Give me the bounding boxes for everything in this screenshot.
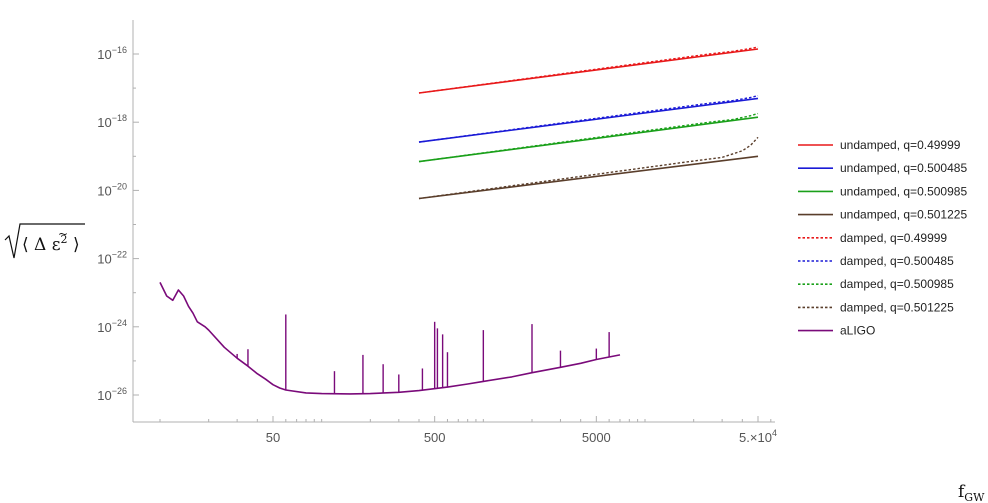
legend-item: undamped, q=0.500485: [798, 161, 967, 175]
legend-item: undamped, q=0.49999: [798, 138, 961, 152]
legend-item: damped, q=0.501225: [798, 300, 954, 314]
y-tick-label: 10−16: [97, 45, 127, 62]
y-tick-label: 10−26: [97, 386, 127, 403]
legend-item: undamped, q=0.501225: [798, 208, 967, 222]
y-tick-label-base: 10: [97, 183, 111, 198]
legend-label: damped, q=0.500485: [840, 254, 954, 268]
series-line: [418, 97, 759, 143]
legend-label: undamped, q=0.501225: [840, 208, 967, 222]
x-tick-label: 50: [266, 430, 280, 445]
y-tick-label-base: 10: [97, 320, 111, 335]
legend-label: undamped, q=0.500485: [840, 161, 967, 175]
y-tick-label-base: 10: [97, 115, 111, 130]
legend-item: undamped, q=0.500985: [798, 184, 967, 198]
tick-marks: [133, 53, 772, 422]
series-line: [418, 46, 759, 94]
x-tick-label: 500: [424, 430, 446, 445]
legend-item: damped, q=0.49999: [798, 231, 947, 245]
y-axis-title: ⟨ Δ ε2 ⟩~: [4, 223, 85, 259]
y-tick-label-exp: −24: [112, 318, 127, 328]
y-tick-label: 10−18: [97, 113, 127, 130]
legend: undamped, q=0.49999 undamped, q=0.500485 u…: [798, 138, 967, 338]
legend-item: aLIGO: [798, 324, 875, 338]
svg-text:⟨ Δ ε2 ⟩: ⟨ Δ ε2 ⟩: [22, 233, 80, 255]
series-line: [418, 116, 759, 163]
legend-label: undamped, q=0.500985: [840, 184, 967, 198]
y-tick-label-base: 10: [97, 252, 111, 267]
series-line: [418, 112, 759, 163]
legend-label: damped, q=0.500985: [840, 277, 954, 291]
x-tick-label: 5000: [582, 430, 611, 445]
y-tick-label-base: 10: [97, 47, 111, 62]
y-tick-label: 10−22: [97, 250, 127, 267]
plot-lines: [159, 46, 759, 395]
y-tick-label-exp: −16: [112, 45, 127, 55]
y-tick-label-exp: −22: [112, 250, 127, 260]
legend-item: damped, q=0.500985: [798, 277, 954, 291]
axis-titles: ⟨ Δ ε2 ⟩~ fGW: [4, 223, 985, 503]
y-tick-label: 10−24: [97, 318, 127, 335]
y-tick-label-base: 10: [97, 388, 111, 403]
svg-text:~: ~: [58, 227, 68, 241]
legend-label: damped, q=0.501225: [840, 300, 954, 314]
y-tick-label-exp: −18: [112, 113, 127, 123]
legend-label: aLIGO: [840, 324, 875, 338]
x-axis-title: fGW: [958, 482, 985, 503]
series-line: [418, 155, 759, 200]
series-line: [418, 136, 759, 200]
series-line: [418, 48, 759, 94]
legend-label: damped, q=0.49999: [840, 231, 947, 245]
y-tick-label: 10−20: [97, 181, 127, 198]
series-line: [159, 282, 621, 395]
legend-item: damped, q=0.500485: [798, 254, 954, 268]
x-tick-label: 5.×104: [739, 428, 777, 445]
y-tick-label-exp: −20: [112, 181, 127, 191]
y-tick-label-exp: −26: [112, 386, 127, 396]
legend-label: undamped, q=0.49999: [840, 138, 961, 152]
series-line: [418, 95, 759, 143]
